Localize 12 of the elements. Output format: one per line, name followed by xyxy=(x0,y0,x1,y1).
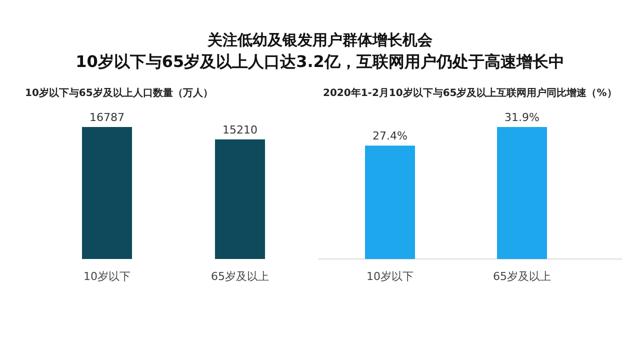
x-tick-label: 65岁及以上 xyxy=(211,270,269,283)
data-label: 27.4% xyxy=(372,130,408,143)
x-tick-label: 10岁以下 xyxy=(366,270,414,283)
text: 关注低幼及银发用户群体增长机会 xyxy=(206,31,434,49)
chart-title: 2020年1-2月10岁以下与65岁及以上互联网用户同比增速（%） xyxy=(323,87,617,99)
text: 10岁以下与65岁及以上人口达3.2亿，互联网用户仍处于高速增长中 xyxy=(76,52,564,71)
data-label: 16787 xyxy=(90,111,124,124)
x-tick-label: 65岁及以上 xyxy=(493,270,551,283)
data-label: 31.9% xyxy=(504,111,540,124)
x-tick-label: 10岁以下 xyxy=(84,270,130,283)
chart-title: 10岁以下与65岁及以上人口数量（万人） xyxy=(25,87,213,99)
data-label: 15210 xyxy=(222,123,258,136)
